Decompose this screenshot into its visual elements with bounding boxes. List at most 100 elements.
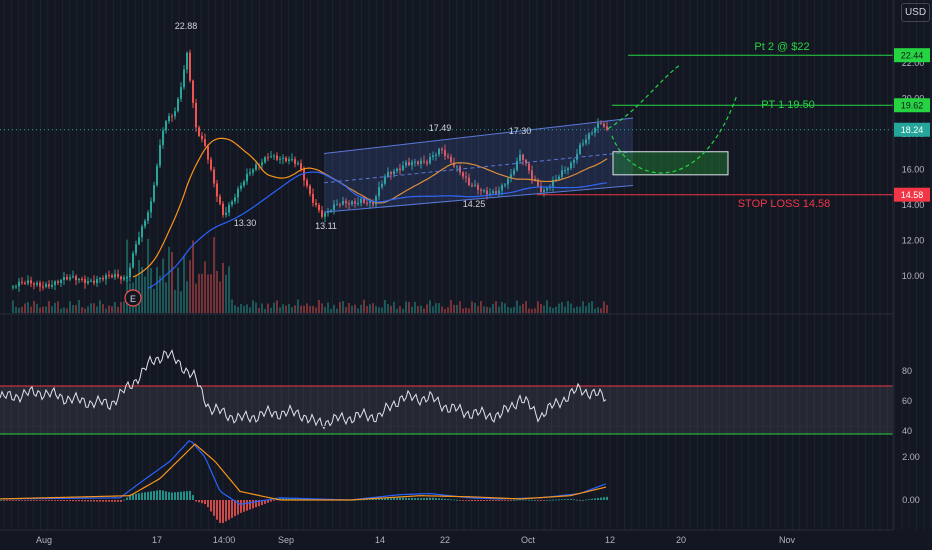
- macd-histogram-bar: [399, 497, 401, 500]
- volume-bar: [606, 305, 608, 313]
- volume-bar: [237, 307, 239, 313]
- volume-bar: [504, 303, 506, 313]
- macd-histogram-bar: [504, 500, 506, 501]
- candle-body: [234, 197, 236, 202]
- volume-bar: [582, 301, 584, 313]
- candle-body: [303, 168, 305, 181]
- volume-bar: [264, 308, 266, 313]
- volume-bar: [408, 301, 410, 313]
- volume-bar: [459, 301, 461, 313]
- candle-body: [399, 168, 401, 171]
- candle-body: [513, 170, 515, 175]
- macd-histogram-bar: [288, 498, 290, 500]
- macd-histogram-bar: [66, 500, 68, 502]
- rsi-panel[interactable]: [0, 349, 893, 435]
- channel-fill: [324, 118, 633, 213]
- macd-histogram-bar: [159, 490, 161, 500]
- macd-histogram-bar: [543, 500, 545, 501]
- macd-histogram-bar: [90, 500, 92, 502]
- macd-histogram-bar: [453, 499, 455, 501]
- candle-body: [495, 191, 497, 194]
- candle-body: [567, 168, 569, 171]
- candle-body: [579, 144, 581, 154]
- time-axis[interactable]: Aug 17 14:00 Sep 14 22 Oct 12 20 Nov: [36, 535, 796, 545]
- pt1-axis-tag: [894, 98, 930, 113]
- macd-histogram-bar: [57, 500, 59, 501]
- candle-body: [465, 176, 467, 178]
- volume-bar: [552, 308, 554, 313]
- volume-bar: [483, 306, 485, 313]
- macd-histogram-bar: [96, 500, 98, 502]
- volume-bar: [363, 299, 365, 313]
- macd-histogram-bar: [435, 498, 437, 500]
- volume-bar: [261, 303, 263, 313]
- volume-bar: [87, 306, 89, 313]
- macd-histogram-bar: [606, 496, 608, 500]
- macd-histogram-bar: [594, 498, 596, 500]
- volume-bar: [393, 301, 395, 313]
- macd-histogram-bar: [270, 500, 272, 502]
- macd-histogram-bar: [297, 498, 299, 500]
- candle-body: [360, 198, 362, 204]
- macd-histogram-bar: [564, 499, 566, 500]
- candle-body: [510, 174, 512, 179]
- rsi-line: [0, 349, 607, 430]
- macd-histogram-bar: [78, 500, 80, 502]
- time-tick-label: Nov: [779, 535, 796, 545]
- channel-upper: [323, 117, 634, 155]
- price-tick-label: 14.00: [902, 200, 925, 210]
- candle-body: [375, 196, 377, 205]
- macd-histogram-bar: [438, 498, 440, 500]
- macd-histogram-bar: [279, 498, 281, 500]
- candle-body: [570, 162, 572, 169]
- macd-histogram-bar: [135, 493, 137, 500]
- macd-histogram-bar: [360, 499, 362, 501]
- macd-histogram-bar: [567, 499, 569, 500]
- volume-bar: [519, 305, 521, 313]
- volume-bar: [333, 304, 335, 313]
- candle-body: [153, 185, 155, 202]
- currency-button[interactable]: USD: [901, 3, 930, 22]
- candle-body: [60, 280, 62, 283]
- candle-body: [441, 148, 443, 151]
- macd-panel[interactable]: [0, 440, 608, 523]
- volume-bar: [255, 302, 257, 313]
- volume-bar: [357, 308, 359, 313]
- volume-bar: [315, 307, 317, 313]
- volume-bar: [105, 308, 107, 313]
- candle-body: [201, 135, 203, 140]
- volume-bar: [249, 307, 251, 313]
- volume-bar: [150, 267, 152, 313]
- macd-histogram-bar: [174, 492, 176, 500]
- volume-bar: [273, 302, 275, 313]
- candle-body: [267, 157, 269, 159]
- price-panel[interactable]: Pt 2 @ $22 PT 1 19.50 STOP LOSS 14.58 22.88…: [0, 21, 893, 313]
- volume-bar: [60, 308, 62, 313]
- volume-bar: [471, 301, 473, 313]
- macd-histogram-bar: [495, 500, 497, 501]
- candle-body: [21, 281, 23, 283]
- signal-line: [0, 443, 607, 501]
- pt1-axis-tag-label: 19.62: [901, 101, 924, 111]
- volume-bar: [540, 303, 542, 313]
- time-tick-label: 20: [676, 535, 686, 545]
- candle-body: [345, 200, 347, 204]
- macd-histogram-bar: [477, 500, 479, 502]
- candle-body: [66, 276, 68, 280]
- price-axis[interactable]: 22.0020.0018.0016.0014.0012.0010.0080604…: [892, 0, 930, 530]
- macd-histogram-bar: [21, 500, 23, 501]
- volume-bar: [528, 308, 530, 313]
- macd-histogram-bar: [183, 491, 185, 500]
- candle-body: [321, 210, 323, 217]
- pt2-axis-tag-label: 22.44: [901, 51, 924, 61]
- volume-bar: [306, 303, 308, 313]
- volume-bar: [507, 307, 509, 313]
- candle-body: [531, 170, 533, 179]
- last-price-tag: [894, 122, 930, 137]
- macd-histogram-bar: [117, 500, 119, 502]
- macd-histogram-bar: [531, 499, 533, 501]
- macd-histogram-bar: [45, 500, 47, 501]
- candle-body: [249, 172, 251, 174]
- volume-bar: [219, 281, 221, 313]
